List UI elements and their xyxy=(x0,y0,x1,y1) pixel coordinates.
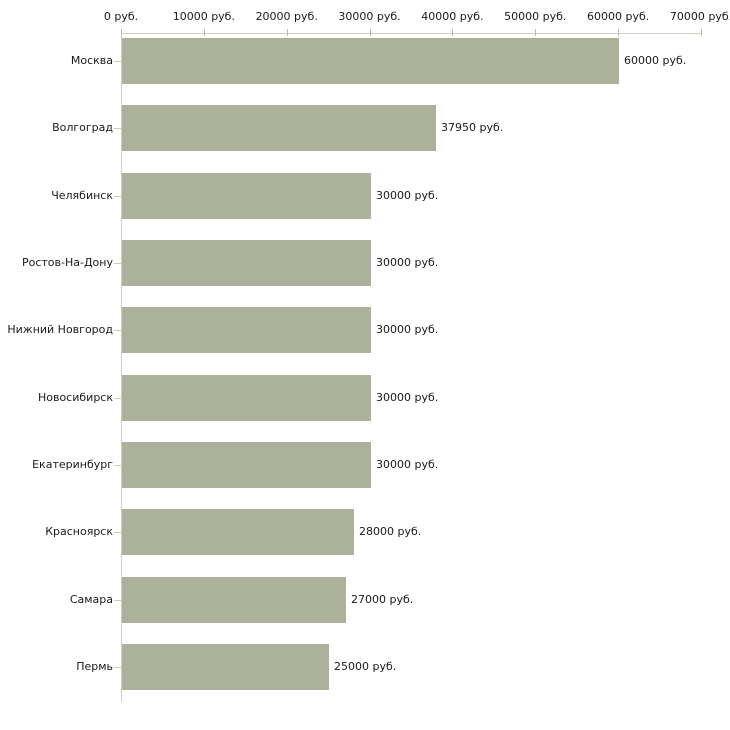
x-tick-mark xyxy=(618,29,619,36)
category-tick-mark xyxy=(114,398,121,399)
category-label: Нижний Новгород xyxy=(7,323,113,337)
x-tick-label: 70000 руб. xyxy=(669,10,730,23)
bar-3 xyxy=(122,172,371,219)
x-tick-label: 0 руб. xyxy=(103,10,139,23)
value-label: 30000 руб. xyxy=(376,188,439,202)
bar-4 xyxy=(122,239,371,286)
category-tick-mark xyxy=(114,61,121,62)
category-label: Самара xyxy=(69,592,113,606)
value-label: 37950 руб. xyxy=(441,121,504,135)
category-tick-mark xyxy=(114,128,121,129)
value-label: 60000 руб. xyxy=(624,54,687,67)
bar-10 xyxy=(122,643,329,690)
x-tick-label: 40000 руб. xyxy=(421,10,484,23)
category-label: Волгоград xyxy=(52,121,113,135)
x-tick-mark xyxy=(452,29,453,36)
category-label: Москва xyxy=(70,54,113,67)
category-label: Красноярск xyxy=(45,525,113,539)
bar-9 xyxy=(122,576,346,623)
category-label: Ростов-На-Дону xyxy=(21,255,113,269)
value-label: 30000 руб. xyxy=(376,255,439,269)
value-label: 30000 руб. xyxy=(376,323,439,337)
value-label: 28000 руб. xyxy=(359,525,422,539)
bar-5 xyxy=(122,307,371,354)
bar-6 xyxy=(122,374,371,421)
category-label: Челябинск xyxy=(51,188,113,202)
x-tick-mark xyxy=(535,29,536,36)
value-label: 30000 руб. xyxy=(376,457,439,471)
bar-7 xyxy=(122,441,371,488)
bar-8 xyxy=(122,509,354,556)
category-label: Екатеринбург xyxy=(32,457,113,471)
x-tick-label: 30000 руб. xyxy=(338,10,401,23)
x-tick-mark xyxy=(701,29,702,36)
value-label: 30000 руб. xyxy=(376,390,439,404)
category-tick-mark xyxy=(114,465,121,466)
category-tick-mark xyxy=(114,263,121,264)
x-tick-label: 10000 руб. xyxy=(172,10,235,23)
x-tick-label: 60000 руб. xyxy=(587,10,650,23)
category-tick-mark xyxy=(114,196,121,197)
x-tick-mark xyxy=(121,29,122,36)
bar-2 xyxy=(122,105,436,152)
category-tick-mark xyxy=(114,667,121,668)
x-tick-mark xyxy=(370,29,371,36)
category-label: Пермь xyxy=(76,659,113,673)
x-tick-mark xyxy=(204,29,205,36)
x-tick-label: 50000 руб. xyxy=(504,10,567,23)
category-tick-mark xyxy=(114,600,121,601)
y-axis-line xyxy=(121,33,122,702)
category-tick-mark xyxy=(114,330,121,331)
value-label: 27000 руб. xyxy=(351,592,414,606)
value-label: 25000 руб. xyxy=(334,659,397,673)
category-tick-mark xyxy=(114,532,121,533)
x-tick-mark xyxy=(287,29,288,36)
x-axis-line xyxy=(121,33,702,34)
bar-1 xyxy=(122,38,619,84)
category-label: Новосибирск xyxy=(37,390,113,404)
x-tick-label: 20000 руб. xyxy=(255,10,318,23)
